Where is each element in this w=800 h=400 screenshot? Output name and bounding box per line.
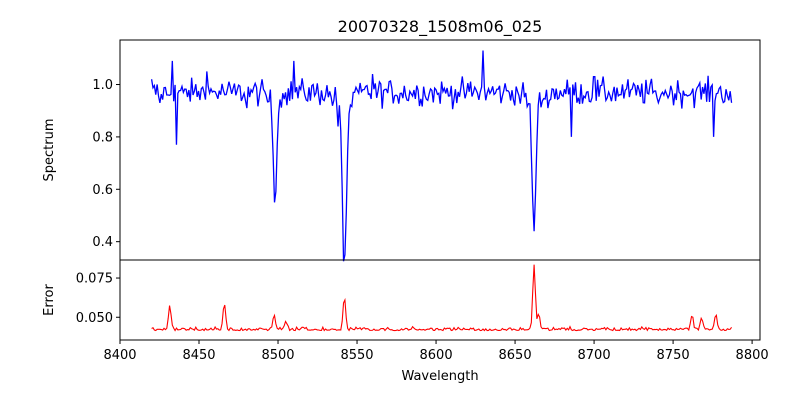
error-ylabel: Error — [42, 284, 57, 316]
error-line — [151, 264, 733, 332]
x-tick-label: 8550 — [340, 348, 373, 363]
x-tick-label: 8700 — [578, 348, 611, 363]
error-x-ticks: 8400 8450 8500 8550 8600 8650 8700 8750 8800 — [103, 340, 769, 363]
x-tick-label: 8650 — [499, 348, 532, 363]
x-tick-label: 8500 — [261, 348, 294, 363]
x-axis-label: Wavelength — [401, 369, 478, 384]
error-marks — [151, 264, 733, 332]
error-y-tick-label: 0.050 — [76, 311, 113, 326]
x-tick-label: 8400 — [103, 348, 136, 363]
spectrum-marks — [150, 50, 733, 262]
error-axes-frame — [119, 259, 761, 341]
chart-title: 20070328_1508m06_025 — [338, 17, 543, 37]
x-tick-label: 8600 — [420, 348, 453, 363]
spectrum-y-ticks: 0.4 0.6 0.8 1.0 — [92, 78, 120, 250]
x-tick-label: 8450 — [182, 348, 215, 363]
spectrum-line — [150, 50, 733, 262]
error-y-ticks: 0.050 0.075 — [76, 272, 120, 326]
x-tick-label: 8800 — [736, 348, 769, 363]
spectrum-y-tick-label: 0.8 — [92, 130, 113, 145]
spectrum-y-tick-label: 0.6 — [92, 183, 113, 198]
x-tick-label: 8750 — [657, 348, 690, 363]
spectrum-y-tick-label: 0.4 — [92, 235, 113, 250]
spectrum-ylabel: Spectrum — [42, 119, 57, 182]
spectrum-y-tick-label: 1.0 — [92, 78, 113, 93]
error-y-tick-label: 0.075 — [76, 272, 113, 287]
